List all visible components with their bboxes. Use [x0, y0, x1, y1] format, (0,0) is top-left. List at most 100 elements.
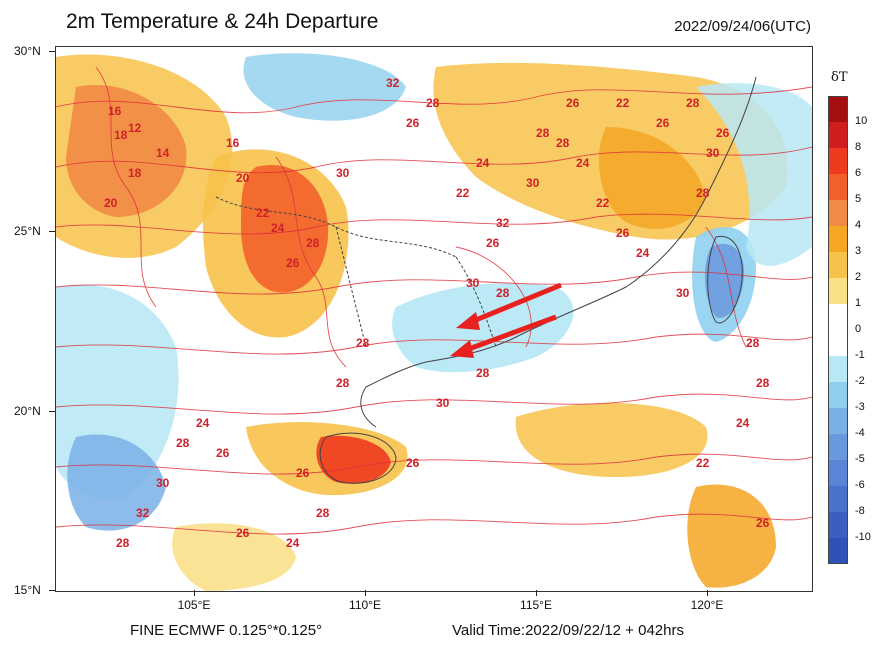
contour-label: 26 [406, 456, 420, 470]
lon-label-105: 105°E [177, 598, 211, 612]
contour-label: 24 [636, 246, 650, 260]
contour-label: 28 [316, 506, 330, 520]
valid-time: Valid Time:2022/09/22/12 + 042hrs [452, 622, 684, 639]
cool-area-west-core [67, 434, 166, 531]
lat-tick [49, 411, 55, 412]
chart-title: 2m Temperature & 24h Departure [66, 10, 379, 33]
colorbar-label: 1 [855, 297, 862, 309]
lat-tick [49, 590, 55, 591]
lon-tick [365, 590, 366, 596]
arrow-lower [465, 314, 557, 353]
colorbar-swatch [828, 96, 848, 122]
temperature-contours [56, 66, 812, 535]
contour-label: 28 [476, 366, 490, 380]
contour-label: 30 [526, 176, 540, 190]
contour-label: 22 [256, 206, 270, 220]
cool-area-north [243, 53, 406, 121]
colorbar-label: 10 [855, 115, 868, 127]
taiwan-island [707, 235, 743, 324]
contour-label: 26 [716, 126, 730, 140]
contour-label: 26 [616, 226, 630, 240]
contour-label: 24 [476, 156, 490, 170]
colorbar-swatch [828, 330, 848, 356]
contour-label: 24 [576, 156, 590, 170]
contour-label: 24 [196, 416, 210, 430]
contour-label: 28 [356, 336, 370, 350]
lon-tick [194, 590, 195, 596]
colorbar-swatch [828, 304, 848, 330]
colorbar-label: -6 [855, 479, 865, 491]
colorbar-title: δT [831, 70, 848, 85]
contour-label: 16 [108, 104, 122, 118]
contour-label: 28 [306, 236, 320, 250]
contour-label: 28 [496, 286, 510, 300]
lon-label-110: 110°E [349, 598, 381, 612]
contour-label: 28 [116, 536, 130, 550]
contour-label: 18 [114, 128, 128, 142]
colorbar-swatch [828, 252, 848, 278]
contour-label: 26 [566, 96, 580, 110]
contour-label: 30 [156, 476, 170, 490]
arrow-lower-head [450, 340, 474, 358]
contour-label: 18 [128, 166, 142, 180]
colorbar-label: 4 [855, 219, 862, 231]
warm-area-southeast [687, 484, 776, 588]
colorbar-label: 6 [855, 167, 862, 179]
contour-label: 26 [406, 116, 420, 130]
model-info: FINE ECMWF 0.125°*0.125° [130, 622, 323, 639]
lon-tick [536, 590, 537, 596]
cool-area-coast [392, 283, 574, 373]
colorbar-label: 8 [855, 141, 862, 153]
colorbar-swatch [828, 278, 848, 304]
colorbar-label: 5 [855, 193, 862, 205]
province-border-1 [215, 196, 457, 258]
lon-tick [707, 590, 708, 596]
contour-label: 28 [556, 136, 570, 150]
colorbar-swatch [828, 122, 848, 148]
colorbar-swatch [828, 538, 848, 564]
warm-area-hainan-core [316, 435, 391, 484]
arrow-upper [470, 282, 562, 325]
contour-label: 14 [156, 146, 170, 160]
colorbar-swatch [828, 460, 848, 486]
warm-area-sea [515, 403, 708, 477]
colorbar-label: -1 [855, 349, 865, 361]
colorbar-swatch [828, 434, 848, 460]
contour-label: 28 [746, 336, 760, 350]
contour-label: 20 [236, 171, 250, 185]
valid-datetime: 2022/09/24/06(UTC) [674, 18, 811, 35]
contour-label: 22 [696, 456, 710, 470]
contour-label: 26 [236, 526, 250, 540]
contour-label: 32 [136, 506, 150, 520]
contour-label: 30 [676, 286, 690, 300]
contour-label: 28 [176, 436, 190, 450]
contour-label: 26 [286, 256, 300, 270]
contour-label: 28 [536, 126, 550, 140]
cool-anomaly-areas [56, 53, 812, 531]
cool-area-eastsea [696, 83, 812, 266]
lat-label-25: 25°N [14, 224, 41, 238]
lat-label-15: 15°N [14, 583, 41, 597]
cool-area-taiwan-core [704, 243, 745, 318]
contour-label: 30 [436, 396, 450, 410]
colorbar-label: -4 [855, 427, 865, 439]
contour-label: 30 [706, 146, 720, 160]
contour-label: 26 [756, 516, 770, 530]
colorbar-swatch [828, 226, 848, 252]
lat-tick [49, 231, 55, 232]
warm-area-northwest-core [66, 85, 187, 217]
contour-label: 30 [336, 166, 350, 180]
lon-label-120: 120°E [690, 598, 724, 612]
colorbar-label: -3 [855, 401, 865, 413]
contour-label: 24 [286, 536, 300, 550]
contour-label: 16 [226, 136, 240, 150]
contour-label: 28 [696, 186, 710, 200]
colorbar-label: -5 [855, 453, 865, 465]
colorbar-swatch [828, 174, 848, 200]
contour-label: 28 [336, 376, 350, 390]
colorbar-label: -8 [855, 505, 865, 517]
annotation-arrows [450, 282, 562, 358]
map-panel: 16 18 12 14 18 20 16 20 22 24 26 28 30 32 26 28 22 24 26 28… [55, 46, 813, 592]
colorbar-label: 3 [855, 245, 862, 257]
